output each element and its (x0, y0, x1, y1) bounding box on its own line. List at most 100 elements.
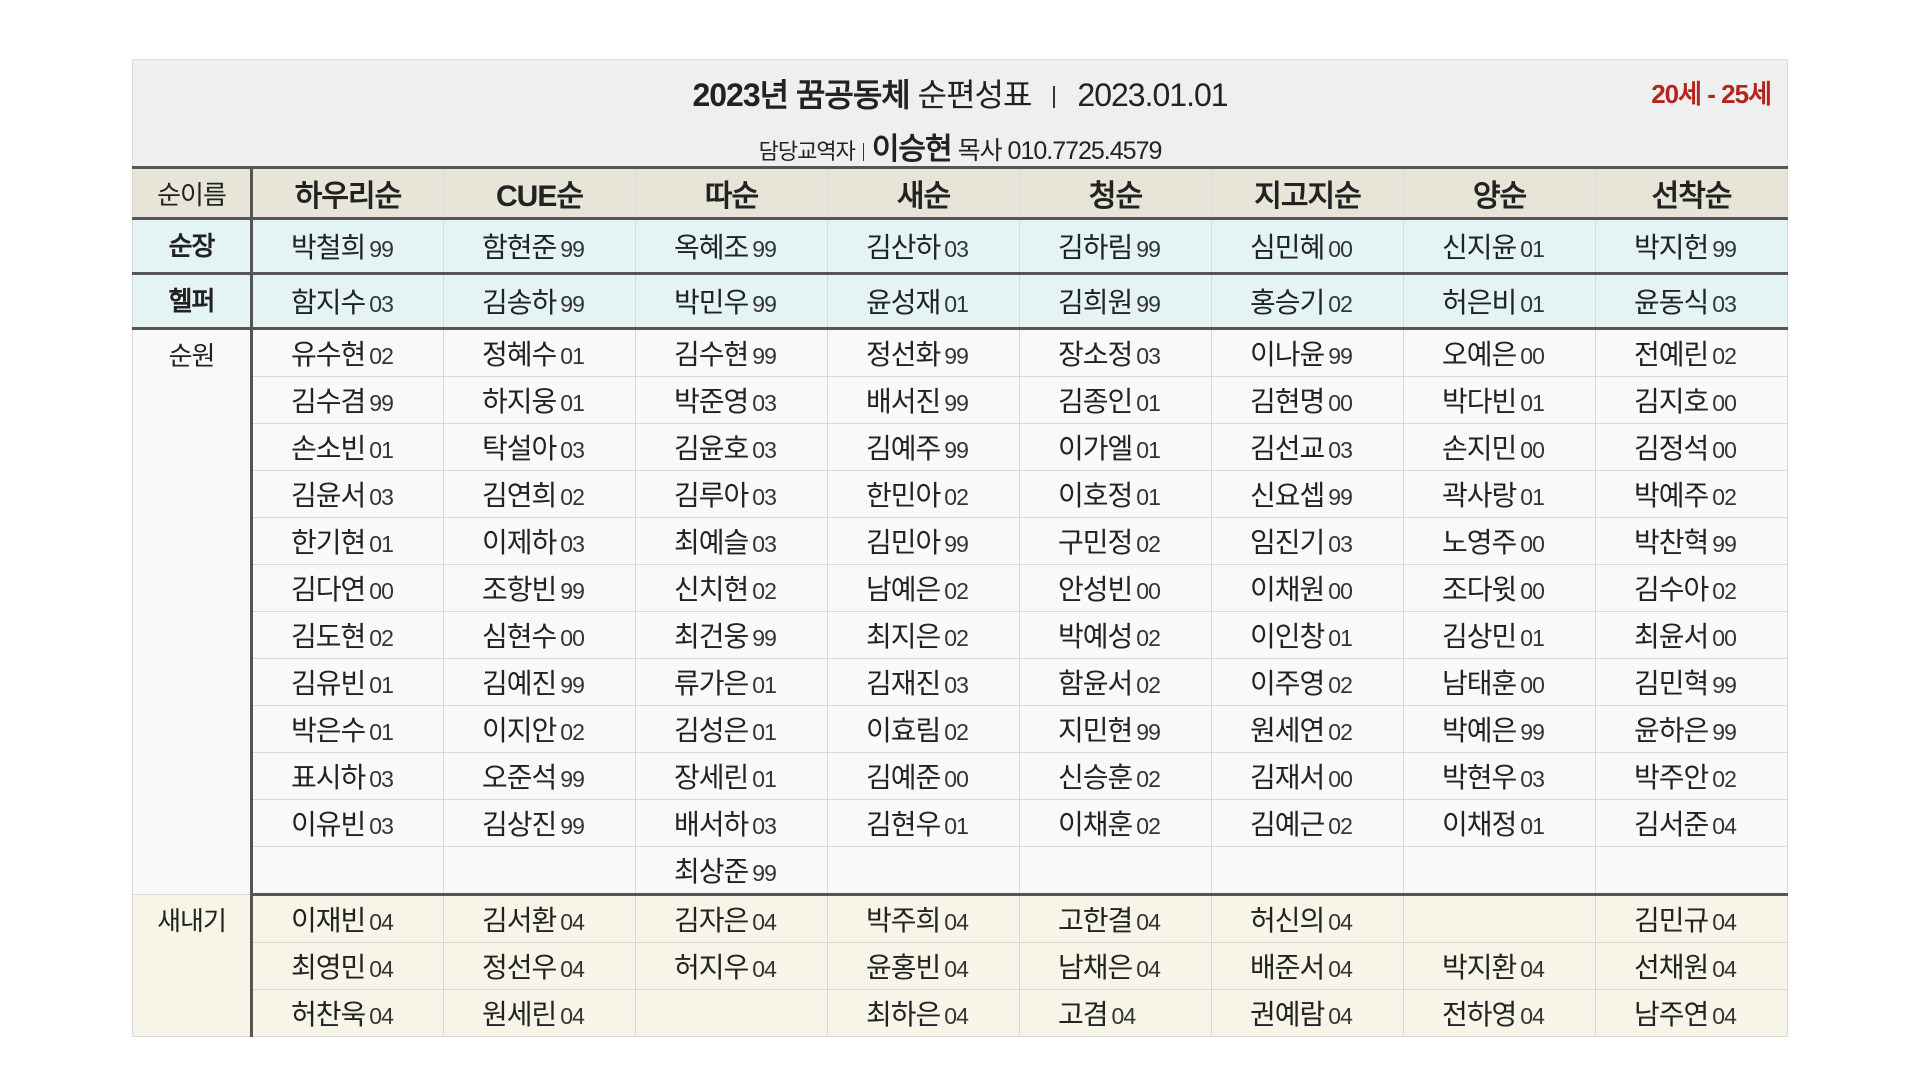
member-name: 표시하 (291, 762, 366, 793)
member-cell: 이주영 02 (1211, 658, 1404, 706)
member-year: 99 (1712, 531, 1737, 557)
member-year: 04 (752, 909, 777, 935)
member-name: 김성은 (674, 715, 749, 746)
member-year: 01 (1520, 291, 1545, 317)
member-name: 김상민 (1442, 621, 1517, 652)
member-cell: 이효림 02 (827, 705, 1020, 753)
member-year: 01 (1136, 390, 1161, 416)
member-year: 00 (560, 625, 585, 651)
member-cell: 남채은 04 (1019, 942, 1212, 990)
member-name: 박다빈 (1442, 386, 1517, 417)
date: 2023.01.01 (1077, 77, 1228, 113)
member-cell: 이제하 03 (443, 517, 636, 565)
member-cell: 안성빈 00 (1019, 564, 1212, 612)
member-name: 박예성 (1058, 621, 1133, 652)
member-name: 박현우 (1442, 762, 1517, 793)
member-name: 배서하 (674, 809, 749, 840)
member-name: 박준영 (674, 386, 749, 417)
member-cell: 류가은 01 (635, 658, 828, 706)
member-year: 01 (1328, 625, 1353, 651)
group-label: 순장 (132, 218, 253, 275)
member-name: 이유빈 (291, 809, 366, 840)
member-year: 02 (944, 625, 969, 651)
member-year: 04 (369, 956, 394, 982)
member-name: 이호정 (1058, 480, 1133, 511)
member-name: 장세린 (674, 762, 749, 793)
member-cell: 박은수 01 (251, 705, 444, 753)
roster-row: 표시하 03 오준석 99 장세린 01 김예준 00 신승훈 02 김재서 00 박현우 03 박주안 02 (133, 752, 1788, 800)
member-year: 04 (1712, 813, 1737, 839)
member-year: 00 (1328, 236, 1353, 262)
roster-row: 최상준 99 (133, 846, 1788, 896)
member-cell: 김예진 99 (443, 658, 636, 706)
member-year: 01 (560, 343, 585, 369)
member-cell: 이재빈 04 (251, 894, 444, 943)
member-cell: 김현명 00 (1211, 376, 1404, 424)
member-year: 04 (944, 1003, 969, 1029)
member-cell: 신요셉 99 (1211, 470, 1404, 518)
member-cell: 김선교 03 (1211, 423, 1404, 471)
member-year: 99 (944, 343, 969, 369)
member-cell: 선채원 04 (1595, 942, 1788, 990)
member-name: 이인창 (1250, 621, 1325, 652)
member-year: 99 (1136, 291, 1161, 317)
member-year: 04 (1136, 956, 1161, 982)
member-name: 김예근 (1250, 809, 1325, 840)
member-year: 99 (560, 578, 585, 604)
separator (862, 143, 864, 161)
member-name: 이제하 (482, 527, 557, 558)
member-cell: 이채정 01 (1403, 799, 1596, 847)
column-header: 선착순 (1595, 166, 1788, 220)
member-name: 김상진 (482, 809, 557, 840)
member-year: 99 (560, 766, 585, 792)
member-name: 홍승기 (1250, 287, 1325, 318)
member-name: 김도현 (291, 621, 366, 652)
sheet-header: 2023년 꿈공동체 순편성표 2023.01.01 20세 - 25세 담당교역… (132, 59, 1788, 166)
member-year: 00 (1520, 437, 1545, 463)
member-name: 최예슬 (674, 527, 749, 558)
member-year: 02 (1328, 672, 1353, 698)
roster-row: 허찬욱 04 원세린 04 최하은 04 고겸 04 권예람 04 전하영 04 남주연 04 (133, 989, 1788, 1037)
member-year: 01 (1136, 484, 1161, 510)
member-cell: 김정석 00 (1595, 423, 1788, 471)
member-name: 오예은 (1442, 339, 1517, 370)
member-cell: 최영민 04 (251, 942, 444, 990)
member-cell: 박철희 99 (251, 218, 444, 275)
member-name: 지민현 (1058, 715, 1133, 746)
member-year: 99 (752, 291, 777, 317)
member-year: 01 (944, 813, 969, 839)
member-year: 04 (1328, 956, 1353, 982)
member-year: 03 (752, 437, 777, 463)
member-cell: 김서환 04 (443, 894, 636, 943)
member-cell: 신치현 02 (635, 564, 828, 612)
member-year: 00 (1520, 672, 1545, 698)
member-cell: 구민정 02 (1019, 517, 1212, 565)
member-year: 03 (1328, 531, 1353, 557)
member-cell: 최하은 04 (827, 989, 1020, 1037)
member-name: 심현수 (482, 621, 557, 652)
roster-row: 순장 박철희 99 함현준 99 옥혜조 99 김산하 03 김하림 99 심민혜 00 신지윤 01 박지헌… (132, 218, 1788, 275)
member-year: 00 (1328, 390, 1353, 416)
member-cell: 한기현 01 (251, 517, 444, 565)
member-cell: 이지안 02 (443, 705, 636, 753)
member-cell: 김재서 00 (1211, 752, 1404, 800)
member-name: 이채원 (1250, 574, 1325, 605)
member-year: 02 (1712, 578, 1737, 604)
member-year: 04 (1328, 909, 1353, 935)
member-year: 01 (369, 437, 394, 463)
member-year: 01 (1520, 813, 1545, 839)
manager-contact: 목사 010.7725.4579 (957, 137, 1163, 165)
member-name: 하지웅 (482, 386, 557, 417)
member-name: 김현명 (1250, 386, 1325, 417)
member-cell: 조다윗 00 (1403, 564, 1596, 612)
group-label: 새내기 (132, 894, 253, 1037)
member-year: 04 (1712, 909, 1737, 935)
member-year: 01 (1520, 390, 1545, 416)
column-header: 청순 (1019, 166, 1212, 220)
member-cell: 이채원 00 (1211, 564, 1404, 612)
member-cell: 김예준 00 (827, 752, 1020, 800)
member-year: 01 (752, 766, 777, 792)
member-name: 고한결 (1058, 905, 1133, 936)
member-name: 박은수 (291, 715, 366, 746)
column-header: CUE순 (443, 166, 636, 220)
